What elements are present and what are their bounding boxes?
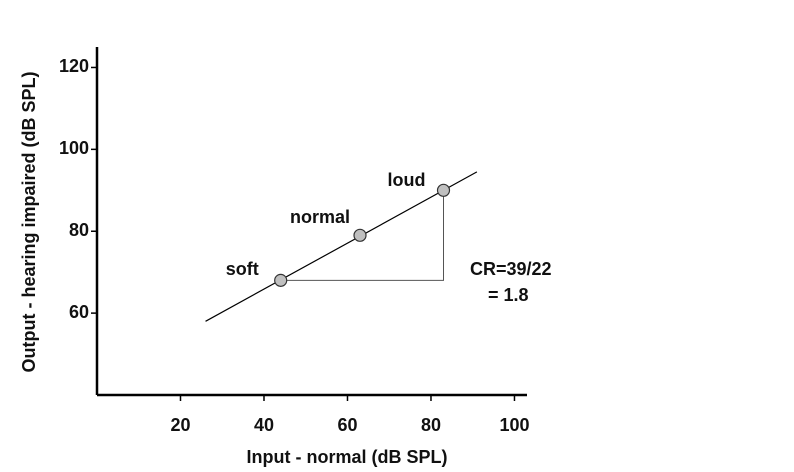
annotation: = 1.8 [488, 285, 529, 305]
point-label: loud [388, 170, 426, 190]
point [353, 228, 367, 242]
annotation: CR=39/22 [470, 259, 552, 279]
y-tick-label: 80 [69, 220, 89, 240]
point [274, 273, 288, 287]
ratio-triangle [280, 190, 445, 281]
x-tick-label: 60 [337, 415, 357, 435]
x-tick-label: 20 [170, 415, 190, 435]
y-axis-label: Output - hearing impaired (dB SPL) [19, 71, 39, 372]
x-tick-label: 100 [499, 415, 529, 435]
y-tick-label: 120 [59, 56, 89, 76]
fit-line [205, 171, 478, 322]
x-axis-label: Input - normal (dB SPL) [247, 447, 448, 467]
point-label: normal [290, 207, 350, 227]
y-tick-label: 60 [69, 302, 89, 322]
point-label: soft [226, 259, 259, 279]
x-tick-label: 80 [421, 415, 441, 435]
point [436, 183, 451, 197]
y-tick-label: 100 [59, 138, 89, 158]
x-tick-label: 40 [254, 415, 274, 435]
